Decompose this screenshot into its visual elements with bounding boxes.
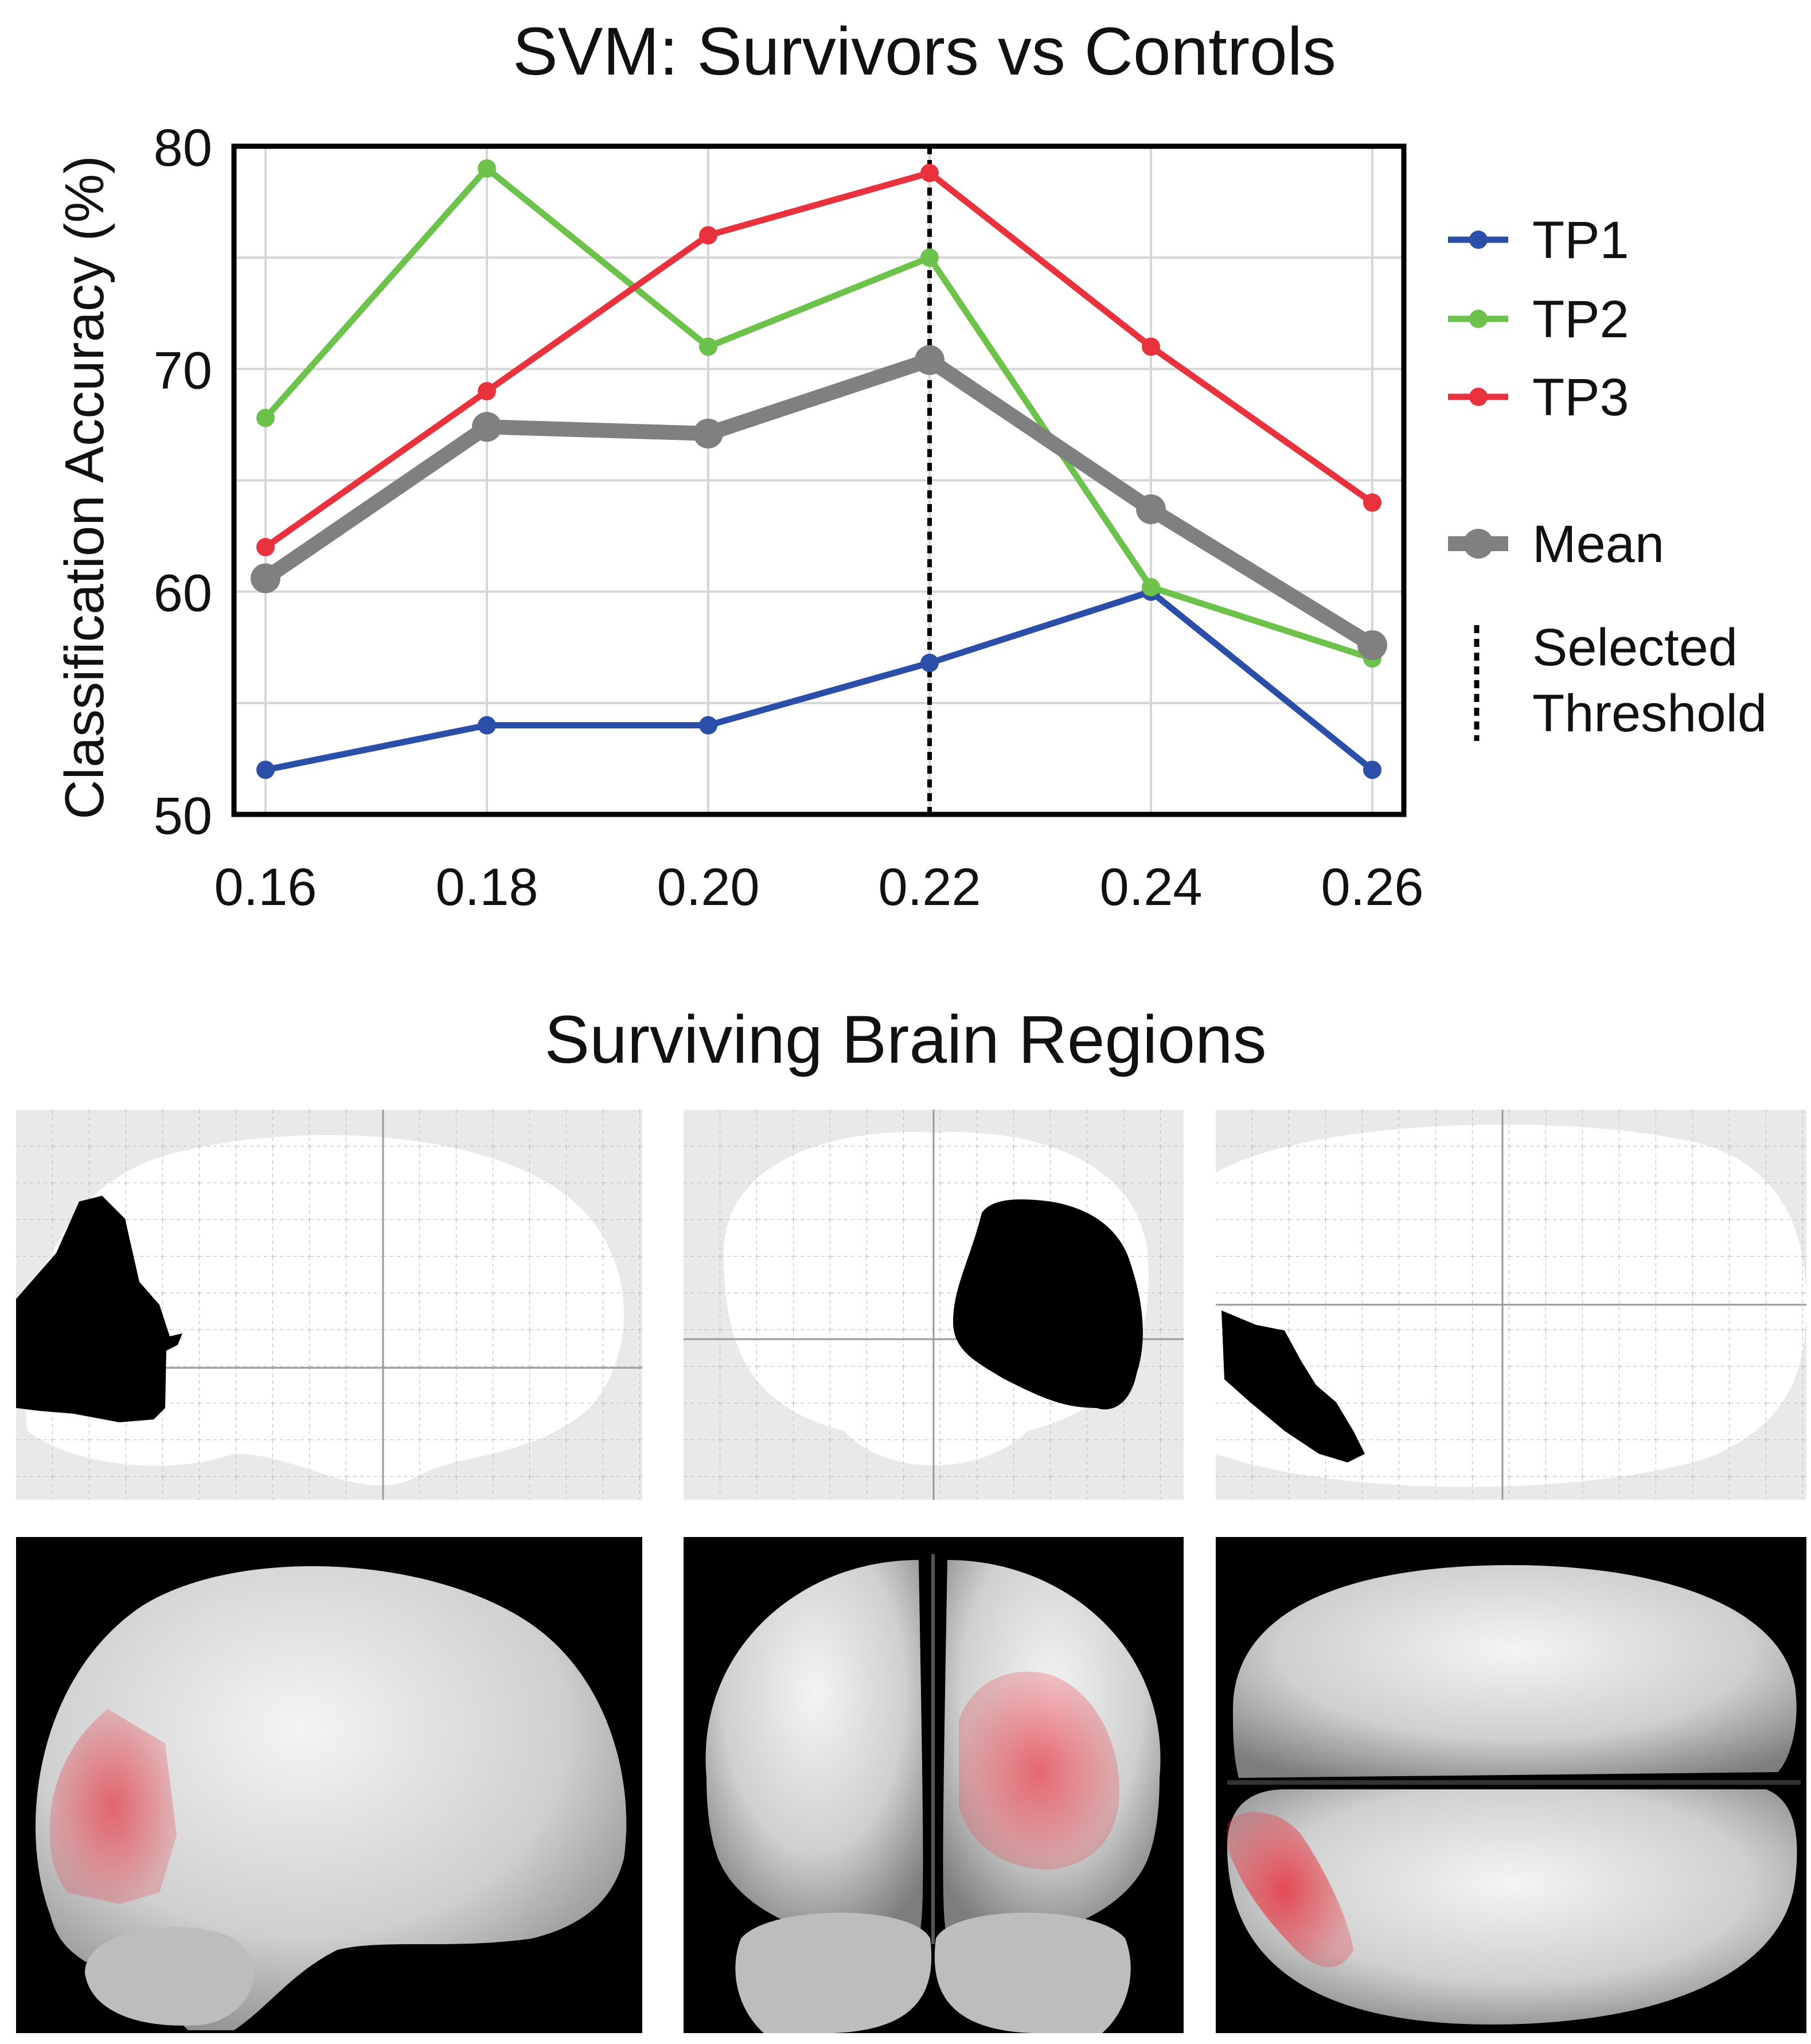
y-tick-label: 80 [154, 119, 212, 177]
legend-marker-tp2 [1469, 310, 1488, 328]
x-tick-label: 0.18 [435, 858, 538, 916]
y-axis-label: Classification Accuracy (%) [54, 155, 115, 820]
x-ticks: 0.16 0.18 0.20 0.22 0.24 0.26 [214, 858, 1423, 916]
y-tick-label: 70 [154, 341, 212, 400]
axial-glass-brain [1216, 1110, 1806, 1500]
plot-frame [231, 143, 1407, 817]
series-layer [251, 159, 1387, 779]
legend: TP1 TP2 TP3 Mean Selected Threshold [1448, 211, 1767, 743]
x-tick-label: 0.20 [657, 858, 759, 916]
x-tick-label: 0.26 [1321, 858, 1423, 916]
x-tick-label: 0.16 [214, 858, 317, 916]
sagittal-glass-brain [16, 1110, 642, 1500]
data-point-tp1 [1363, 760, 1381, 779]
y-ticks: 50 60 70 80 [154, 119, 212, 845]
legend-label-tp3: TP3 [1532, 368, 1629, 427]
data-point-tp3 [920, 163, 939, 182]
data-point-tp3 [1363, 493, 1381, 512]
legend-label-threshold-line1: Selected [1532, 618, 1738, 677]
series-line-tp3 [263, 170, 1375, 550]
y-tick-label: 60 [154, 564, 212, 623]
series-line-tp1 [264, 588, 1375, 773]
data-point-tp2 [920, 248, 939, 267]
lateral-brain-render [16, 1537, 642, 2033]
x-tick-label: 0.22 [878, 858, 981, 916]
data-point-mean [472, 412, 502, 442]
chart-title: SVM: Survivors vs Controls [513, 14, 1336, 89]
brain-section-title: Surviving Brain Regions [544, 1002, 1267, 1078]
legend-label-mean: Mean [1532, 515, 1664, 574]
data-point-mean [693, 418, 723, 448]
legend-label-tp1: TP1 [1532, 211, 1629, 270]
data-point-tp1 [478, 716, 496, 735]
series-line-tp2 [263, 165, 1373, 662]
accuracy-chart: SVM: Survivors vs Controls Classificatio… [54, 14, 1767, 916]
data-point-tp3 [1142, 337, 1160, 356]
legend-marker-mean [1463, 529, 1493, 559]
coronal-glass-brain [684, 1110, 1184, 1500]
series-line-mean [261, 352, 1376, 652]
data-point-mean [915, 345, 944, 375]
data-point-tp3 [478, 382, 496, 401]
data-point-tp3 [699, 226, 717, 245]
data-point-tp2 [256, 408, 275, 427]
legend-marker-tp3 [1469, 388, 1488, 406]
legend-marker-tp1 [1469, 231, 1488, 249]
grid [234, 146, 1404, 814]
data-point-tp1 [256, 760, 275, 779]
data-point-tp2 [699, 337, 717, 356]
data-point-mean [1357, 630, 1387, 660]
data-point-tp3 [256, 538, 275, 556]
legend-label-tp2: TP2 [1532, 290, 1629, 349]
data-point-mean [251, 563, 280, 594]
posterior-brain-render [684, 1537, 1184, 2033]
data-point-tp2 [1142, 578, 1160, 596]
legend-label-threshold-line2: Threshold [1532, 684, 1767, 743]
data-point-tp1 [699, 716, 717, 735]
y-tick-label: 50 [154, 787, 212, 845]
data-point-tp2 [478, 159, 496, 178]
x-tick-label: 0.24 [1099, 858, 1202, 916]
dorsal-brain-render [1216, 1537, 1806, 2033]
data-point-mean [1136, 494, 1166, 524]
data-point-tp1 [920, 653, 939, 672]
